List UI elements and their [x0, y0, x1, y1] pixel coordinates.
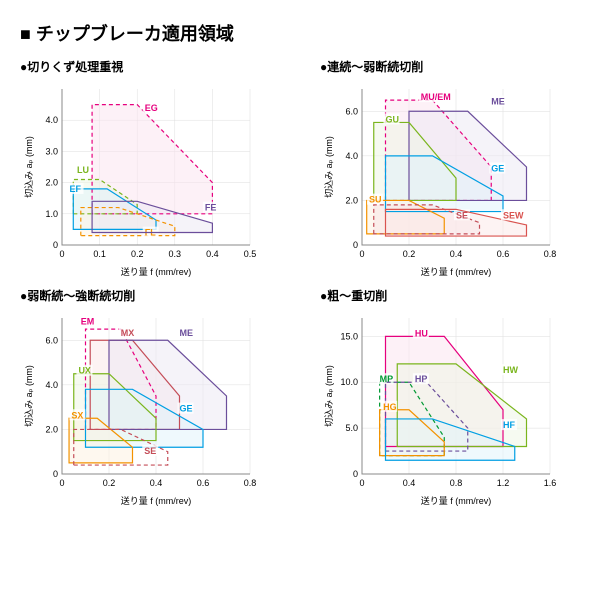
svg-text:2.0: 2.0 [45, 424, 58, 434]
svg-text:HG: HG [383, 402, 397, 412]
svg-text:0: 0 [53, 240, 58, 250]
svg-text:送り量 f (mm/rev): 送り量 f (mm/rev) [421, 495, 492, 506]
chart-subtitle: ●切りくず処理重視 [20, 58, 280, 75]
svg-text:1.2: 1.2 [497, 478, 510, 488]
svg-text:6.0: 6.0 [345, 106, 358, 116]
svg-text:15.0: 15.0 [340, 331, 358, 341]
svg-text:SU: SU [369, 195, 382, 205]
svg-text:0.8: 0.8 [544, 249, 557, 259]
chart-subtitle: ●弱断続～強断続切削 [20, 287, 280, 304]
svg-text:送り量 f (mm/rev): 送り量 f (mm/rev) [421, 266, 492, 277]
svg-text:0: 0 [359, 249, 364, 259]
svg-text:MP: MP [380, 374, 394, 384]
svg-text:ME: ME [491, 97, 505, 107]
svg-text:1.6: 1.6 [544, 478, 557, 488]
svg-text:FE: FE [205, 203, 217, 213]
svg-text:UX: UX [78, 366, 91, 376]
svg-text:0.4: 0.4 [403, 478, 416, 488]
svg-text:2.0: 2.0 [45, 178, 58, 188]
svg-text:切込み aₚ (mm): 切込み aₚ (mm) [24, 365, 34, 427]
svg-text:切込み aₚ (mm): 切込み aₚ (mm) [324, 136, 334, 198]
svg-text:0.6: 0.6 [197, 478, 210, 488]
svg-text:LU: LU [77, 165, 89, 175]
svg-text:0: 0 [353, 240, 358, 250]
svg-text:GU: GU [386, 114, 400, 124]
svg-text:EF: EF [70, 184, 82, 194]
svg-text:0.2: 0.2 [403, 249, 416, 259]
svg-text:MU/EM: MU/EM [421, 92, 451, 102]
svg-text:切込み aₚ (mm): 切込み aₚ (mm) [24, 136, 34, 198]
svg-text:ME: ME [180, 328, 194, 338]
svg-text:EM: EM [81, 317, 95, 327]
svg-text:1.0: 1.0 [45, 209, 58, 219]
chart-0: 00.10.20.30.40.501.02.03.04.0EGLUEFFLFE送… [20, 79, 260, 279]
svg-text:GE: GE [180, 404, 193, 414]
svg-text:3.0: 3.0 [45, 146, 58, 156]
svg-text:4.0: 4.0 [45, 115, 58, 125]
svg-text:HF: HF [503, 420, 515, 430]
svg-text:0.4: 0.4 [150, 478, 163, 488]
svg-text:0.3: 0.3 [169, 249, 182, 259]
page-title: ■ チップブレーカ適用領域 [20, 20, 580, 46]
svg-text:SEW: SEW [503, 210, 524, 220]
chart-2: 0 0.2 0.4 0.6 0.8 0 2.0 4.0 6.0 EM MX ME UX GE SX SE 送り量… [20, 308, 260, 508]
svg-text:GE: GE [491, 163, 504, 173]
svg-text:10.0: 10.0 [340, 377, 358, 387]
svg-text:0: 0 [353, 469, 358, 479]
svg-text:0.4: 0.4 [450, 249, 463, 259]
svg-text:0.8: 0.8 [244, 478, 257, 488]
svg-text:0.2: 0.2 [131, 249, 144, 259]
svg-text:0.4: 0.4 [206, 249, 219, 259]
svg-text:送り量 f (mm/rev): 送り量 f (mm/rev) [121, 495, 192, 506]
svg-text:4.0: 4.0 [345, 151, 358, 161]
svg-text:0: 0 [59, 478, 64, 488]
svg-text:送り量 f (mm/rev): 送り量 f (mm/rev) [121, 266, 192, 277]
svg-text:0.6: 0.6 [497, 249, 510, 259]
svg-text:0.1: 0.1 [93, 249, 106, 259]
svg-text:0: 0 [59, 249, 64, 259]
svg-text:切込み aₚ (mm): 切込み aₚ (mm) [324, 365, 334, 427]
svg-text:0: 0 [359, 478, 364, 488]
svg-text:SE: SE [144, 446, 156, 456]
chart-subtitle: ●粗～重切削 [320, 287, 580, 304]
svg-text:0.5: 0.5 [244, 249, 257, 259]
svg-text:0: 0 [53, 469, 58, 479]
svg-text:6.0: 6.0 [45, 335, 58, 345]
svg-text:4.0: 4.0 [45, 380, 58, 390]
svg-text:HW: HW [503, 365, 518, 375]
svg-text:0.2: 0.2 [103, 478, 116, 488]
chart-3: 0 0.4 0.8 1.2 1.6 0 5.0 10.0 15.0 HU HW MP HP HG HF 送り量… [320, 308, 560, 508]
svg-text:5.0: 5.0 [345, 423, 358, 433]
chart-1: 00.20.40.60.802.04.06.0MU/EMMEGUGESUSESE… [320, 79, 560, 279]
svg-text:SX: SX [71, 410, 83, 420]
svg-text:HP: HP [415, 374, 428, 384]
svg-text:EG: EG [145, 103, 158, 113]
svg-text:2.0: 2.0 [345, 195, 358, 205]
svg-text:0.8: 0.8 [450, 478, 463, 488]
svg-text:MX: MX [121, 328, 135, 338]
svg-text:HU: HU [415, 328, 428, 338]
chart-subtitle: ●連続～弱断続切削 [320, 58, 580, 75]
